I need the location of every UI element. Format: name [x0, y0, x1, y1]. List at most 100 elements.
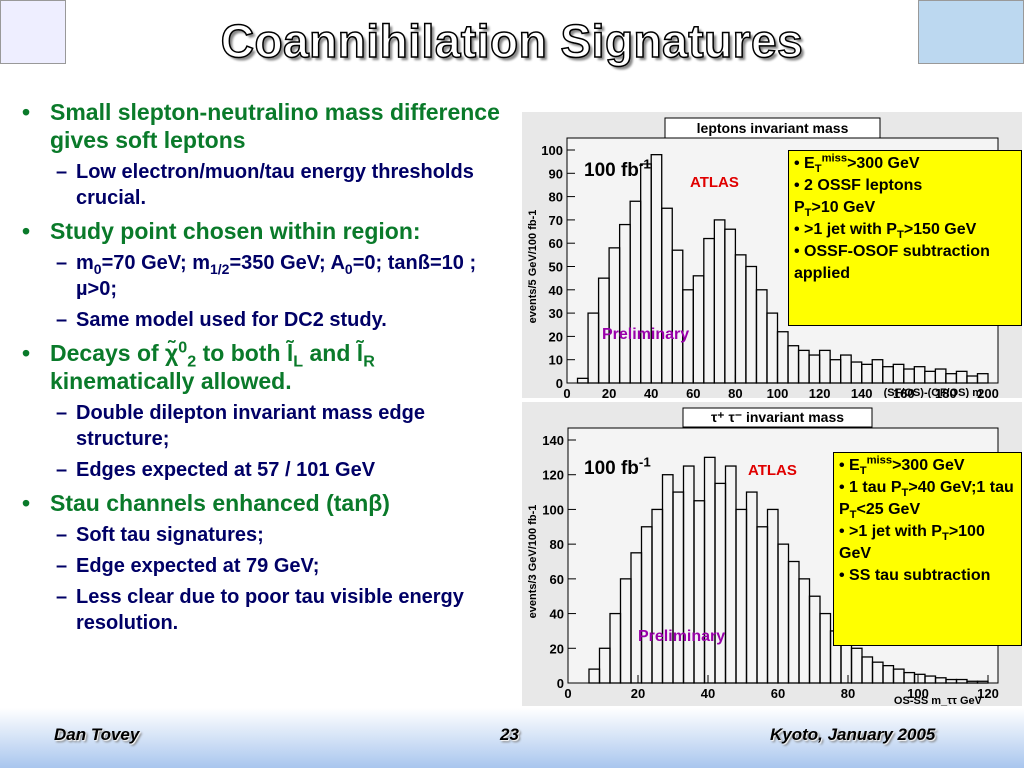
x-tick-label: 120: [977, 686, 999, 701]
footer-venue: Kyoto, January 2005: [770, 725, 936, 744]
sub-bullet: Less clear due to poor tau visible energ…: [18, 584, 513, 636]
text-run: =70 GeV; m: [101, 252, 210, 274]
y-tick-label: 80: [549, 190, 563, 205]
y-tick-label: 80: [550, 537, 564, 552]
x-tick-label: 120: [809, 386, 831, 398]
text-run: >10 GeV: [811, 199, 876, 216]
x-tick-label: 80: [728, 386, 742, 398]
text-run: T: [814, 163, 822, 176]
y-tick-label: 40: [549, 283, 563, 298]
text-run: >300 GeV: [847, 155, 920, 172]
text-run: 1/2: [210, 261, 230, 277]
status-label: Preliminary: [638, 628, 726, 645]
y-tick-label: 0: [556, 376, 563, 391]
detector-image: [918, 0, 1024, 64]
text-run: • E: [839, 457, 860, 474]
y-axis-label: events/3 GeV/100 fb-1: [527, 505, 539, 619]
y-tick-label: 10: [549, 353, 563, 368]
text-run: T: [941, 531, 949, 544]
y-tick-label: 20: [549, 329, 563, 344]
sub-bullet: Edges expected at 57 / 101 GeV: [18, 457, 513, 483]
cut-line: • 1 tau PT>40 GeV;1 tau PT<25 GeV: [839, 477, 1016, 521]
slide-title: Coannihilation Signatures: [220, 14, 804, 68]
text-run: • E: [794, 155, 815, 172]
chart-title-box: [682, 407, 873, 428]
text-run: <25 GeV: [856, 501, 921, 518]
bullet-list: Small slepton-neutralino mass difference…: [18, 92, 513, 636]
x-tick-label: 0: [563, 386, 570, 398]
x-tick-label: 40: [644, 386, 658, 398]
x-tick-label: 200: [977, 386, 999, 398]
text-run: T: [896, 229, 904, 242]
text-run: T: [849, 509, 857, 522]
bullet: Decays of χ̃02 to both l̃L and l̃R kinem…: [18, 339, 513, 395]
x-tick-label: 20: [631, 686, 645, 701]
text-run: miss: [866, 454, 893, 467]
cut-line: • >1 jet with PT>100 GeV: [839, 521, 1016, 565]
text-run: T: [901, 487, 909, 500]
text-run: • >1 jet with P: [839, 523, 942, 540]
y-tick-label: 30: [549, 306, 563, 321]
bar: [976, 373, 989, 384]
experiment-label: ATLAS: [690, 174, 739, 191]
text-run: • >1 jet with P: [794, 221, 897, 238]
text-run: -1: [638, 454, 651, 470]
bar: [976, 680, 989, 684]
y-tick-label: 20: [550, 641, 564, 656]
cut-line: • ETmiss>300 GeV: [794, 153, 1016, 175]
bullet: Stau channels enhanced (tanβ): [18, 489, 513, 517]
y-tick-label: 40: [550, 607, 564, 622]
cut-line: PT>10 GeV: [794, 197, 1016, 219]
text-run: 0: [344, 261, 353, 277]
footer-band: [0, 708, 1024, 768]
text-run: kinematically allowed.: [50, 368, 292, 394]
text-run: 0: [178, 338, 188, 357]
bullet: Small slepton-neutralino mass difference…: [18, 98, 513, 154]
text-run: =350 GeV; A: [229, 252, 345, 274]
cut-box: • ETmiss>300 GeV • 1 tau PT>40 GeV;1 tau …: [833, 452, 1022, 646]
y-tick-label: 60: [549, 236, 563, 251]
luminosity: 100 fb-1: [584, 454, 651, 480]
x-tick-label: 0: [564, 686, 571, 701]
text-run: 0: [93, 261, 102, 277]
chart-title: leptons invariant mass: [697, 120, 849, 136]
y-tick-label: 100: [541, 143, 563, 158]
x-tick-label: 20: [602, 386, 616, 398]
x-tick-label: 160: [893, 386, 915, 398]
text-run: L: [293, 352, 304, 371]
text-run: 100 fb: [584, 458, 639, 479]
x-tick-label: 80: [841, 686, 855, 701]
y-tick-label: 90: [549, 166, 563, 181]
text-run: T: [859, 465, 867, 478]
chart-title: τ⁺ τ⁻ invariant mass: [711, 409, 844, 425]
x-tick-label: 100: [907, 686, 929, 701]
text-run: R: [363, 352, 375, 371]
y-tick-label: 0: [557, 676, 564, 691]
cut-box: • ETmiss>300 GeV • 2 OSSF leptons PT>10 Ge…: [788, 150, 1022, 326]
text-run: >100 GeV: [839, 523, 985, 562]
y-tick-label: 120: [542, 468, 564, 483]
chart-panel: τ⁺ τ⁻ invariant mass 0 20 40 60 80 100 120 140 0 2…: [522, 402, 1022, 706]
y-tick-label: 50: [549, 260, 563, 275]
text-run: 2: [187, 352, 197, 371]
text-run: • 1 tau P: [839, 479, 902, 496]
x-tick-label: 180: [935, 386, 957, 398]
y-tick-label: 140: [542, 433, 564, 448]
text-run: to both l̃: [196, 340, 294, 366]
sub-bullet: Low electron/muon/tau energy thresholds …: [18, 159, 513, 211]
atlas-logo: [0, 0, 66, 64]
sub-bullet: Double dilepton invariant mass edge stru…: [18, 400, 513, 452]
status-label: Preliminary: [602, 326, 690, 343]
y-axis-label: events/5 GeV/100 fb-1: [527, 210, 539, 324]
text-run: T: [804, 207, 812, 220]
x-tick-label: 40: [701, 686, 715, 701]
x-tick-label: 60: [771, 686, 785, 701]
bullet: Study point chosen within region:: [18, 217, 513, 245]
sub-bullet: Same model used for DC2 study.: [18, 307, 513, 333]
y-tick-label: 100: [542, 502, 564, 517]
x-axis-label: (SF/OS)-(OF/OS) m: [884, 387, 983, 398]
cut-line: • ETmiss>300 GeV: [839, 455, 1016, 477]
text-run: Decays of χ̃: [50, 340, 179, 366]
text-run: >40 GeV;1 tau P: [839, 479, 1014, 518]
y-tick-label: 70: [549, 213, 563, 228]
